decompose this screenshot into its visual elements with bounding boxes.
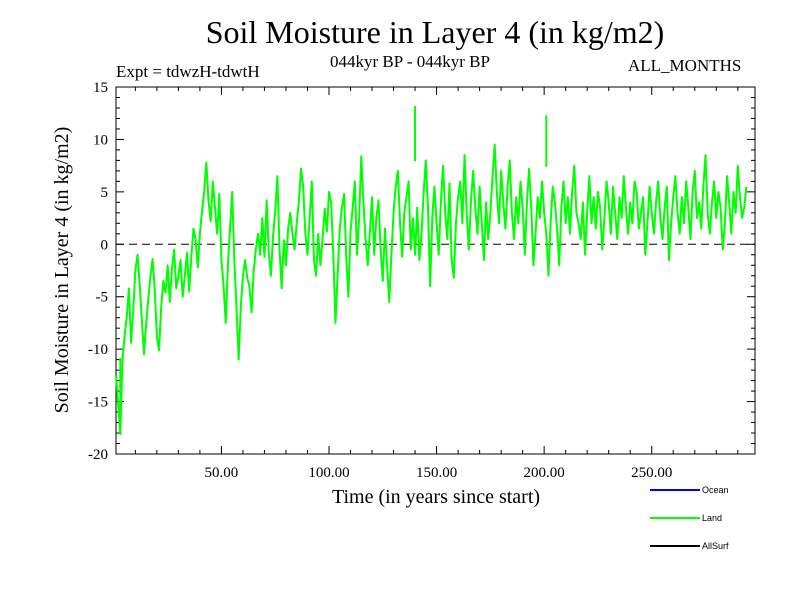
x-tick-label: 150.00	[416, 465, 457, 481]
y-tick-label: 10	[93, 132, 108, 148]
x-tick-label: 250.00	[631, 465, 672, 481]
x-axis-label: Time (in years since start)	[332, 486, 540, 508]
y-tick-label: -20	[88, 447, 108, 463]
series-line-land	[115, 143, 748, 436]
y-tick-label: -10	[88, 342, 108, 358]
x-tick-label: 100.00	[308, 465, 349, 481]
y-axis-label: Soil Moisture in Layer 4 (in kg/m2)	[51, 127, 73, 414]
legend-label-ocean: Ocean	[702, 485, 729, 495]
period-label: 044kyr BP - 044kyr BP	[330, 52, 490, 71]
chart-title: Soil Moisture in Layer 4 (in kg/m2)	[205, 14, 665, 50]
y-tick-label: 0	[101, 237, 109, 253]
y-tick-label: 5	[101, 185, 109, 201]
x-tick-label: 200.00	[524, 465, 565, 481]
y-tick-label: 15	[93, 80, 108, 96]
plot-frame	[115, 86, 756, 455]
legend-label-land: Land	[702, 513, 722, 523]
x-tick-label: 50.00	[205, 465, 239, 481]
y-tick-label: -15	[88, 395, 108, 411]
legend-label-allsurf: AllSurf	[702, 541, 729, 551]
y-tick-label: -5	[96, 290, 109, 306]
months-label: ALL_MONTHS	[628, 56, 742, 75]
experiment-label: Expt = tdwzH-tdwtH	[116, 62, 260, 81]
